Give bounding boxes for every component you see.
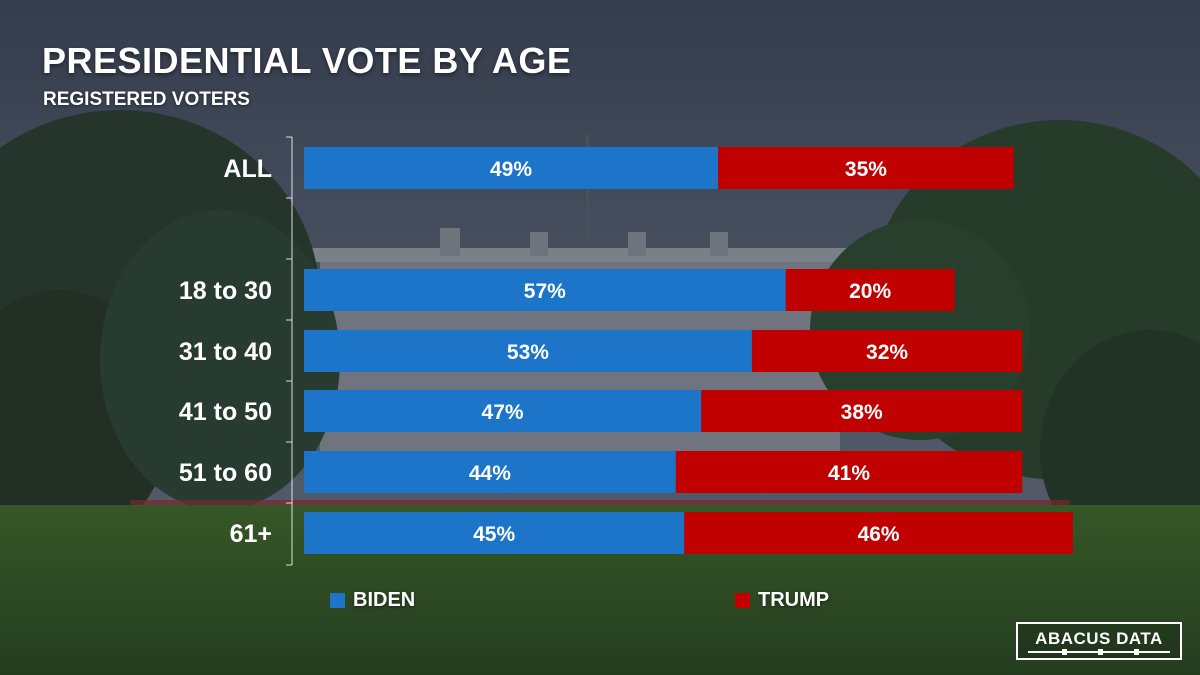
data-label-trump: 32% <box>866 341 908 364</box>
data-label-biden: 44% <box>469 462 511 485</box>
category-label: ALL <box>223 155 272 183</box>
legend-item-biden: BIDEN <box>330 589 415 612</box>
data-label-trump: 20% <box>849 280 891 303</box>
data-label-trump: 35% <box>845 158 887 181</box>
category-label: 51 to 60 <box>179 459 272 487</box>
data-label-biden: 47% <box>482 401 524 424</box>
data-label-biden: 49% <box>490 158 532 181</box>
legend-item-trump: TRUMP <box>735 589 829 612</box>
legend-swatch-biden <box>330 593 345 608</box>
bar-biden <box>304 451 676 493</box>
category-label: 31 to 40 <box>179 338 272 366</box>
logo-dot <box>1062 649 1067 655</box>
legend-swatch-trump <box>735 593 750 608</box>
category-label: 18 to 30 <box>179 277 272 305</box>
bar-biden <box>304 330 752 372</box>
logo-dot <box>1134 649 1139 655</box>
data-label-trump: 38% <box>841 401 883 424</box>
chart-subtitle: REGISTERED VOTERS <box>43 89 250 110</box>
abacus-data-logo: ABACUS DATA <box>1016 622 1182 660</box>
bar-trump <box>701 390 1023 432</box>
data-label-trump: 46% <box>858 523 900 546</box>
bar-trump <box>718 147 1014 189</box>
bar-biden <box>304 390 702 432</box>
bar-biden <box>304 147 719 189</box>
bar-trump <box>675 451 1023 493</box>
data-label-biden: 57% <box>524 280 566 303</box>
legend-label-trump: TRUMP <box>758 589 830 611</box>
bar-trump <box>751 330 1023 372</box>
category-label: 41 to 50 <box>179 398 272 426</box>
bar-trump <box>684 512 1073 554</box>
bar-trump <box>785 269 955 311</box>
data-label-trump: 41% <box>828 462 870 485</box>
logo-dot <box>1098 649 1103 655</box>
category-label: 61+ <box>230 520 272 548</box>
logo-text: ABACUS DATA <box>1035 629 1163 648</box>
chart-title: PRESIDENTIAL VOTE BY AGE <box>42 40 572 81</box>
bar-biden <box>304 512 685 554</box>
data-label-biden: 45% <box>473 523 515 546</box>
bar-biden <box>304 269 786 311</box>
legend-label-biden: BIDEN <box>353 589 416 611</box>
data-label-biden: 53% <box>507 341 549 364</box>
